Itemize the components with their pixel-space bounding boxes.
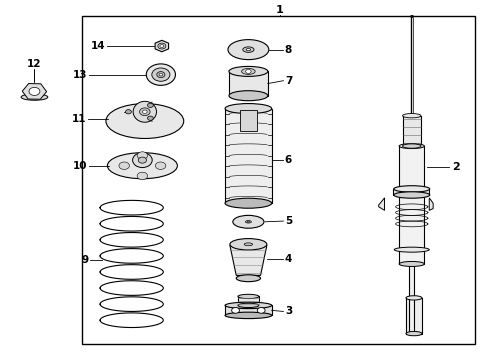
Ellipse shape <box>245 221 251 223</box>
Bar <box>239 111 257 131</box>
Circle shape <box>147 116 153 120</box>
Bar <box>392 189 428 195</box>
Ellipse shape <box>228 91 267 101</box>
Ellipse shape <box>247 221 249 222</box>
Ellipse shape <box>224 302 271 309</box>
Ellipse shape <box>241 68 255 75</box>
Circle shape <box>125 110 131 114</box>
Text: 11: 11 <box>72 114 86 124</box>
Ellipse shape <box>236 275 260 282</box>
Bar <box>402 116 420 146</box>
Ellipse shape <box>228 66 267 76</box>
Circle shape <box>158 43 165 49</box>
Ellipse shape <box>393 192 429 198</box>
Text: 3: 3 <box>285 306 291 316</box>
Ellipse shape <box>106 104 183 139</box>
Circle shape <box>139 108 150 116</box>
Circle shape <box>29 87 40 95</box>
Ellipse shape <box>242 47 253 52</box>
Bar <box>228 71 267 96</box>
Ellipse shape <box>137 152 147 159</box>
Bar <box>81 16 474 344</box>
Ellipse shape <box>402 113 420 118</box>
Polygon shape <box>229 246 266 275</box>
Bar <box>224 109 271 203</box>
Ellipse shape <box>393 186 429 192</box>
Text: 9: 9 <box>81 255 89 265</box>
Ellipse shape <box>155 162 165 170</box>
Ellipse shape <box>398 144 424 149</box>
Bar <box>408 264 413 334</box>
Ellipse shape <box>229 242 266 253</box>
Circle shape <box>257 307 264 313</box>
Ellipse shape <box>398 261 424 266</box>
Circle shape <box>410 15 413 18</box>
Ellipse shape <box>237 303 258 307</box>
Ellipse shape <box>107 153 177 179</box>
Text: 10: 10 <box>73 161 87 171</box>
Polygon shape <box>428 198 432 210</box>
Ellipse shape <box>405 332 421 336</box>
Text: 13: 13 <box>73 69 87 80</box>
Circle shape <box>159 73 163 76</box>
Ellipse shape <box>402 144 420 148</box>
Ellipse shape <box>245 69 251 73</box>
Circle shape <box>151 68 169 81</box>
Bar <box>237 296 258 305</box>
Text: 6: 6 <box>285 156 291 165</box>
Ellipse shape <box>224 198 271 208</box>
Text: 4: 4 <box>285 254 292 264</box>
Circle shape <box>231 307 239 313</box>
Circle shape <box>142 110 147 113</box>
Text: 12: 12 <box>27 59 41 69</box>
Ellipse shape <box>245 49 250 51</box>
Ellipse shape <box>133 101 156 122</box>
Circle shape <box>138 157 146 163</box>
Ellipse shape <box>405 296 421 300</box>
Ellipse shape <box>224 104 271 113</box>
Text: 8: 8 <box>285 45 291 55</box>
Ellipse shape <box>393 247 428 252</box>
Bar <box>398 146 424 264</box>
Bar <box>224 305 271 315</box>
Ellipse shape <box>229 239 266 250</box>
Circle shape <box>146 64 175 85</box>
Bar <box>405 298 421 334</box>
Ellipse shape <box>119 162 129 170</box>
Polygon shape <box>378 198 384 210</box>
Circle shape <box>160 45 163 48</box>
Ellipse shape <box>137 172 147 180</box>
Circle shape <box>157 72 164 78</box>
Ellipse shape <box>132 153 152 167</box>
Circle shape <box>147 103 153 108</box>
Ellipse shape <box>244 243 252 246</box>
Ellipse shape <box>21 94 48 100</box>
Text: 1: 1 <box>275 5 283 15</box>
Ellipse shape <box>224 312 271 319</box>
Ellipse shape <box>232 215 264 228</box>
Ellipse shape <box>237 294 258 298</box>
Ellipse shape <box>227 40 268 60</box>
Text: 7: 7 <box>285 76 292 86</box>
Text: 5: 5 <box>285 216 291 226</box>
Text: 14: 14 <box>91 41 105 51</box>
Text: 2: 2 <box>451 162 459 172</box>
